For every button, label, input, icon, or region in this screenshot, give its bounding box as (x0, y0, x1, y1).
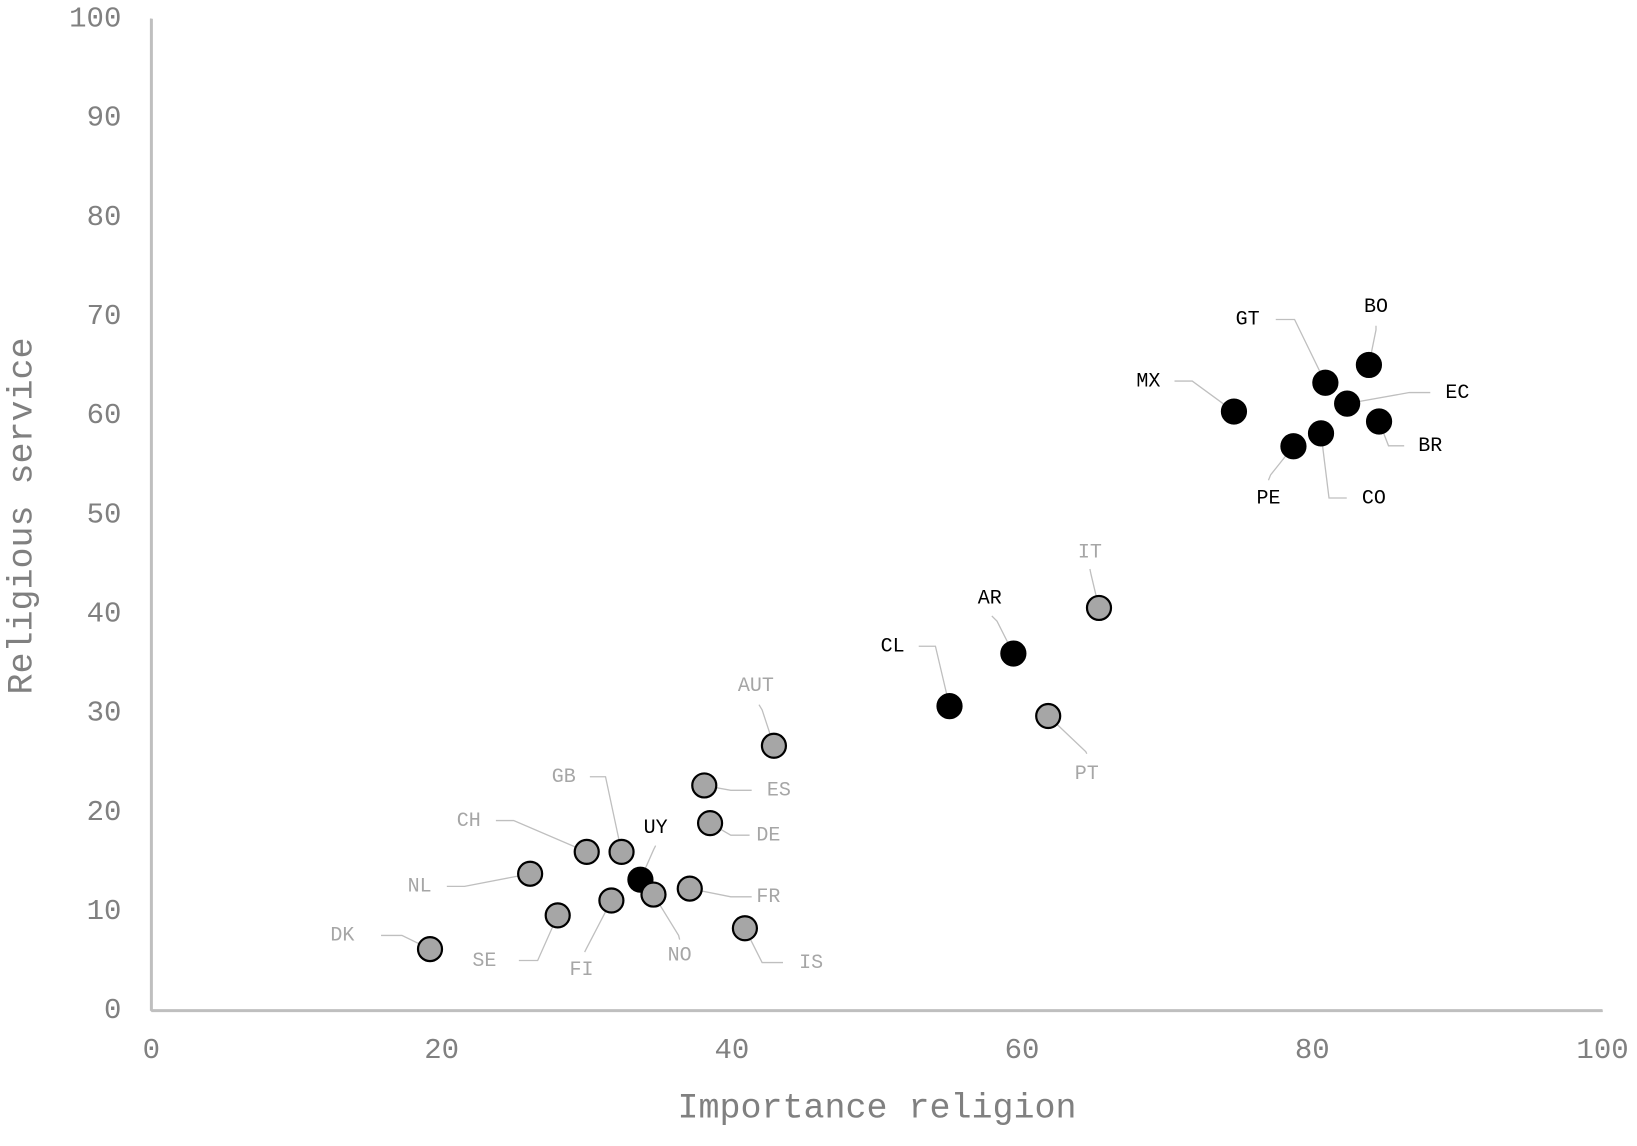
leader-line (1275, 318, 1326, 384)
point (1085, 594, 1113, 622)
leader-line (918, 645, 951, 707)
point-label: FR (756, 886, 780, 909)
point-label: UY (644, 817, 668, 840)
point (1312, 369, 1339, 396)
point (696, 810, 724, 837)
point (1355, 351, 1383, 379)
y-axis-title: Religious service (2, 337, 42, 694)
point-label: EC (1445, 382, 1469, 405)
leader-line (1047, 715, 1088, 755)
point-label: PT (1075, 763, 1099, 786)
point (1365, 408, 1393, 435)
point (936, 693, 963, 720)
point (416, 935, 444, 963)
y-tick-label: 20 (87, 796, 122, 829)
point-label: MX (1136, 370, 1160, 393)
point (1280, 433, 1307, 460)
leader-line (518, 915, 559, 962)
point (640, 881, 667, 908)
leader-line (584, 900, 612, 953)
leader-line (1320, 433, 1347, 499)
y-tick-label: 100 (69, 2, 121, 35)
x-tick-label: 60 (1005, 1034, 1040, 1067)
point-label: NO (668, 945, 692, 968)
x-axis-title: Importance religion (677, 1088, 1076, 1128)
point (1307, 420, 1335, 447)
point (1000, 640, 1027, 667)
point-label: BO (1364, 296, 1388, 319)
x-tick-label: 0 (143, 1034, 160, 1067)
y-tick-label: 80 (87, 201, 122, 234)
point (691, 772, 718, 799)
point-label: ES (767, 780, 791, 803)
point (608, 838, 635, 866)
leader-line (1174, 380, 1235, 413)
point-label: CH (457, 810, 481, 833)
point (1035, 702, 1062, 730)
point-label: BR (1418, 435, 1442, 458)
point (517, 860, 544, 887)
y-tick-label: 10 (87, 895, 122, 928)
leader-line (689, 887, 752, 898)
y-tick-label: 60 (87, 399, 122, 432)
x-tick-label: 100 (1576, 1034, 1628, 1067)
y-tick-label: 40 (87, 598, 122, 631)
point (598, 887, 625, 914)
y-tick-label: 50 (87, 498, 122, 531)
leader-line (495, 819, 587, 853)
point-label: IS (799, 952, 823, 975)
point-label: IT (1078, 542, 1102, 565)
point (1334, 390, 1361, 417)
point-label: DE (756, 824, 780, 847)
y-tick-label: 70 (87, 300, 122, 333)
point (731, 915, 759, 942)
point-label: CO (1362, 487, 1386, 510)
x-tick-label: 40 (714, 1034, 749, 1067)
y-tick-label: 30 (87, 697, 122, 730)
leader-line (589, 776, 623, 853)
leader-line (1347, 391, 1431, 405)
point (573, 838, 600, 866)
point-label: SE (472, 950, 496, 973)
point-label: AUT (738, 675, 774, 698)
y-tick-label: 0 (104, 994, 121, 1027)
point-label: AR (978, 587, 1002, 610)
point (544, 902, 571, 929)
leader-line (446, 873, 531, 888)
x-tick-label: 20 (424, 1034, 459, 1067)
leader-line (652, 894, 681, 940)
point (676, 875, 703, 902)
point (760, 732, 788, 759)
point-label: CL (881, 636, 905, 659)
point-label: GB (552, 766, 576, 789)
point-label: PE (1256, 487, 1280, 510)
point-label: DK (330, 925, 354, 948)
point-label: NL (408, 876, 432, 899)
point-label: FI (570, 959, 594, 982)
point (1220, 398, 1248, 425)
y-tick-label: 90 (87, 102, 122, 135)
x-tick-label: 80 (1295, 1034, 1330, 1067)
point-label: GT (1236, 309, 1260, 332)
